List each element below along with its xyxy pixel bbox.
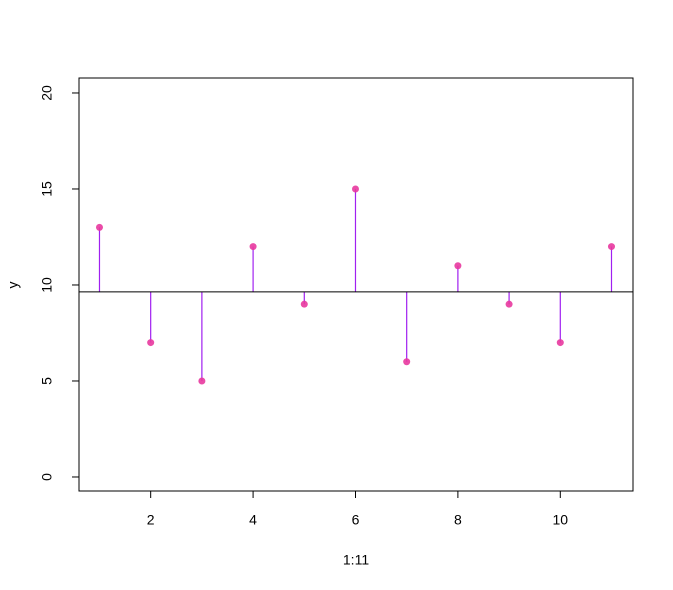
- point: [249, 243, 257, 251]
- x-tick-label: 8: [454, 512, 462, 528]
- point: [505, 300, 513, 308]
- point: [351, 185, 359, 193]
- y-tick-label: 10: [39, 277, 55, 293]
- point: [403, 358, 411, 366]
- point: [198, 377, 206, 385]
- point: [95, 223, 103, 231]
- x-tick-label: 6: [352, 512, 360, 528]
- y-tick-label: 0: [39, 473, 55, 481]
- x-tick-label: 4: [249, 512, 257, 528]
- x-tick-label: 2: [147, 512, 155, 528]
- y-tick-label: 20: [39, 85, 55, 101]
- y-axis-label: y: [5, 282, 21, 289]
- y-tick-label: 5: [39, 377, 55, 385]
- y-tick-label: 15: [39, 181, 55, 197]
- x-axis-label: 1:11: [343, 552, 369, 568]
- point: [556, 339, 564, 347]
- point: [607, 243, 615, 251]
- point: [454, 262, 462, 270]
- point: [147, 339, 155, 347]
- x-tick-label: 10: [553, 512, 569, 528]
- point: [300, 300, 308, 308]
